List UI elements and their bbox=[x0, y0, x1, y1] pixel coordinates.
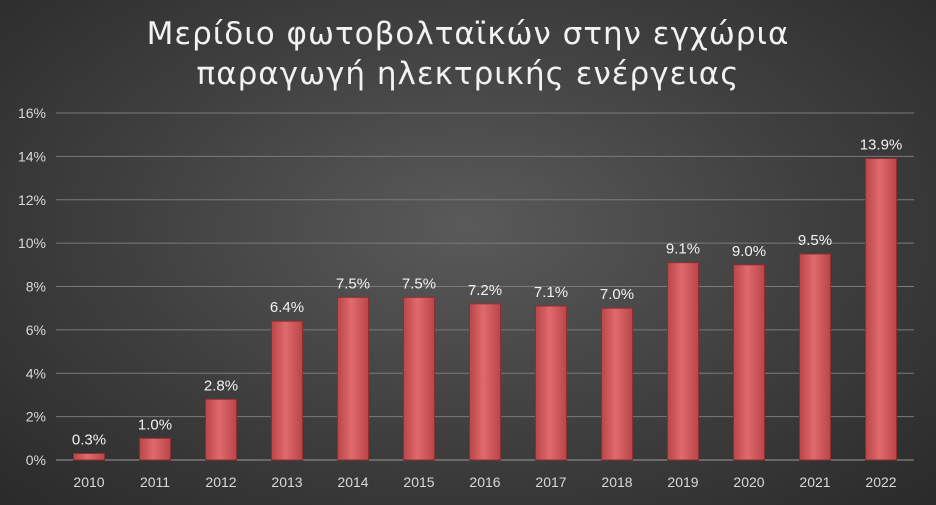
bar bbox=[600, 307, 634, 461]
bar bbox=[732, 264, 766, 461]
x-tick-label: 2017 bbox=[535, 474, 566, 490]
y-tick-label: 2% bbox=[26, 409, 46, 425]
data-label: 13.9% bbox=[860, 137, 903, 154]
x-tick-label: 2022 bbox=[865, 474, 896, 490]
y-tick-label: 6% bbox=[26, 322, 46, 338]
data-label: 7.5% bbox=[336, 275, 370, 292]
data-label: 0.3% bbox=[72, 431, 106, 448]
bar bbox=[138, 437, 172, 461]
bar bbox=[72, 452, 106, 461]
data-label: 7.2% bbox=[468, 282, 502, 299]
y-tick-label: 10% bbox=[18, 235, 46, 251]
gridlines bbox=[56, 112, 914, 461]
x-tick-label: 2014 bbox=[337, 474, 368, 490]
x-tick-label: 2011 bbox=[140, 474, 170, 490]
x-tick-label: 2020 bbox=[733, 474, 764, 490]
data-labels: 0.3% 1.0% 2.8% 6.4% 7.5% 7.5% 7.2% 7.1% 7.0% 9.1%… bbox=[72, 137, 902, 449]
chart-title-line-2: παραγωγή ηλεκτρικής ενέργειας bbox=[197, 56, 740, 92]
data-label: 6.4% bbox=[270, 299, 304, 316]
x-tick-label: 2012 bbox=[205, 474, 236, 490]
data-label: 7.0% bbox=[600, 286, 634, 303]
y-tick-label: 8% bbox=[26, 279, 46, 295]
chart-title-line-1: Μερίδιο φωτοβολταϊκών στην εγχώρια bbox=[147, 16, 790, 52]
y-tick-label: 4% bbox=[26, 365, 46, 381]
bar bbox=[534, 305, 568, 461]
x-tick-label: 2015 bbox=[403, 474, 434, 490]
data-label: 1.0% bbox=[138, 416, 172, 433]
bars bbox=[72, 158, 898, 461]
bar bbox=[864, 158, 898, 461]
data-label: 9.5% bbox=[798, 232, 832, 249]
bar bbox=[666, 262, 700, 461]
bar bbox=[402, 296, 436, 461]
data-label: 7.5% bbox=[402, 275, 436, 292]
y-tick-label: 16% bbox=[18, 105, 46, 121]
data-label: 9.0% bbox=[732, 243, 766, 260]
y-tick-label: 14% bbox=[18, 148, 46, 164]
y-tick-label: 0% bbox=[26, 452, 46, 468]
bar bbox=[270, 320, 304, 461]
x-tick-label: 2016 bbox=[469, 474, 500, 490]
bar bbox=[798, 253, 832, 461]
data-label: 7.1% bbox=[534, 284, 568, 301]
x-tick-label: 2019 bbox=[667, 474, 698, 490]
x-tick-label: 2021 bbox=[799, 474, 830, 490]
y-tick-label: 12% bbox=[18, 192, 46, 208]
x-axis-ticks: 2010 2011 2012 2013 2014 2015 2016 2017 2018 2019… bbox=[73, 474, 896, 490]
x-tick-label: 2013 bbox=[271, 474, 302, 490]
bar bbox=[468, 303, 502, 461]
data-label: 2.8% bbox=[204, 377, 238, 394]
y-axis-ticks: 0% 2% 4% 6% 8% 10% 12% 14% 16% bbox=[18, 105, 46, 468]
bar bbox=[336, 296, 370, 461]
x-tick-label: 2018 bbox=[601, 474, 632, 490]
x-tick-label: 2010 bbox=[73, 474, 104, 490]
data-label: 9.1% bbox=[666, 241, 700, 258]
bar bbox=[204, 398, 238, 461]
